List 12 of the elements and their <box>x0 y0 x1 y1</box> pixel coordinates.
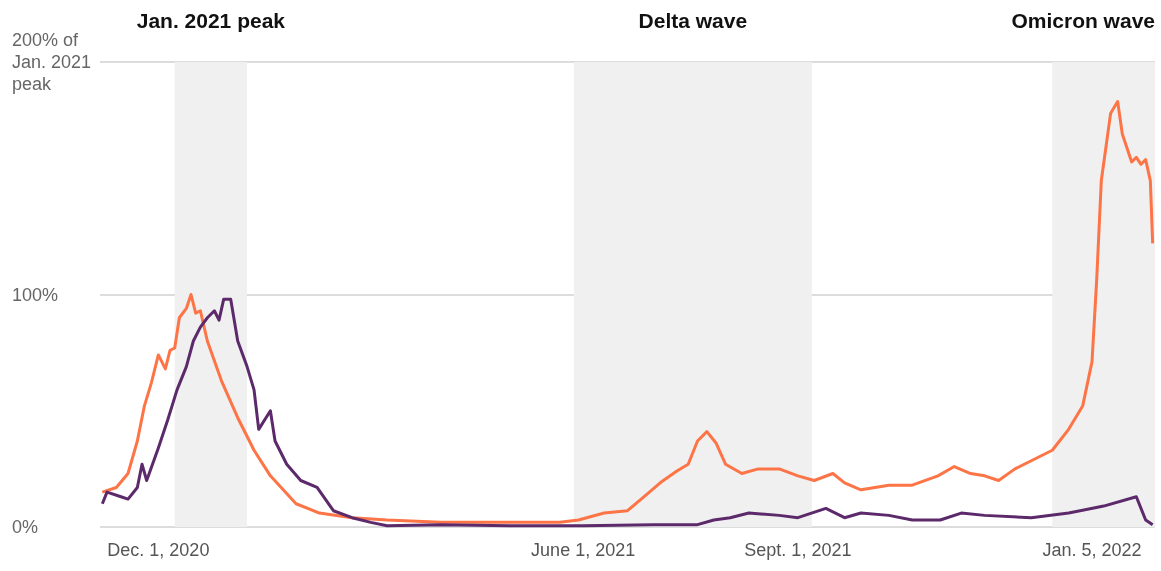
y-tick-label: 100% <box>12 284 59 305</box>
x-tick-label: June 1, 2021 <box>531 540 636 560</box>
band-label: Jan. 2021 peak <box>136 9 286 32</box>
y-tick-label: 0% <box>12 517 39 537</box>
line-series <box>100 297 1155 528</box>
band-label: Omicron wave <box>1011 9 1155 32</box>
x-tick-label: Sept. 1, 2021 <box>744 540 852 560</box>
x-tick-label: Jan. 5, 2022 <box>1042 540 1142 560</box>
band-label: Delta wave <box>638 9 748 32</box>
y-tick-label: 200% of Jan. 2021 peak <box>12 30 97 94</box>
line-series <box>100 100 1155 524</box>
x-tick-label: Dec. 1, 2020 <box>107 540 210 560</box>
